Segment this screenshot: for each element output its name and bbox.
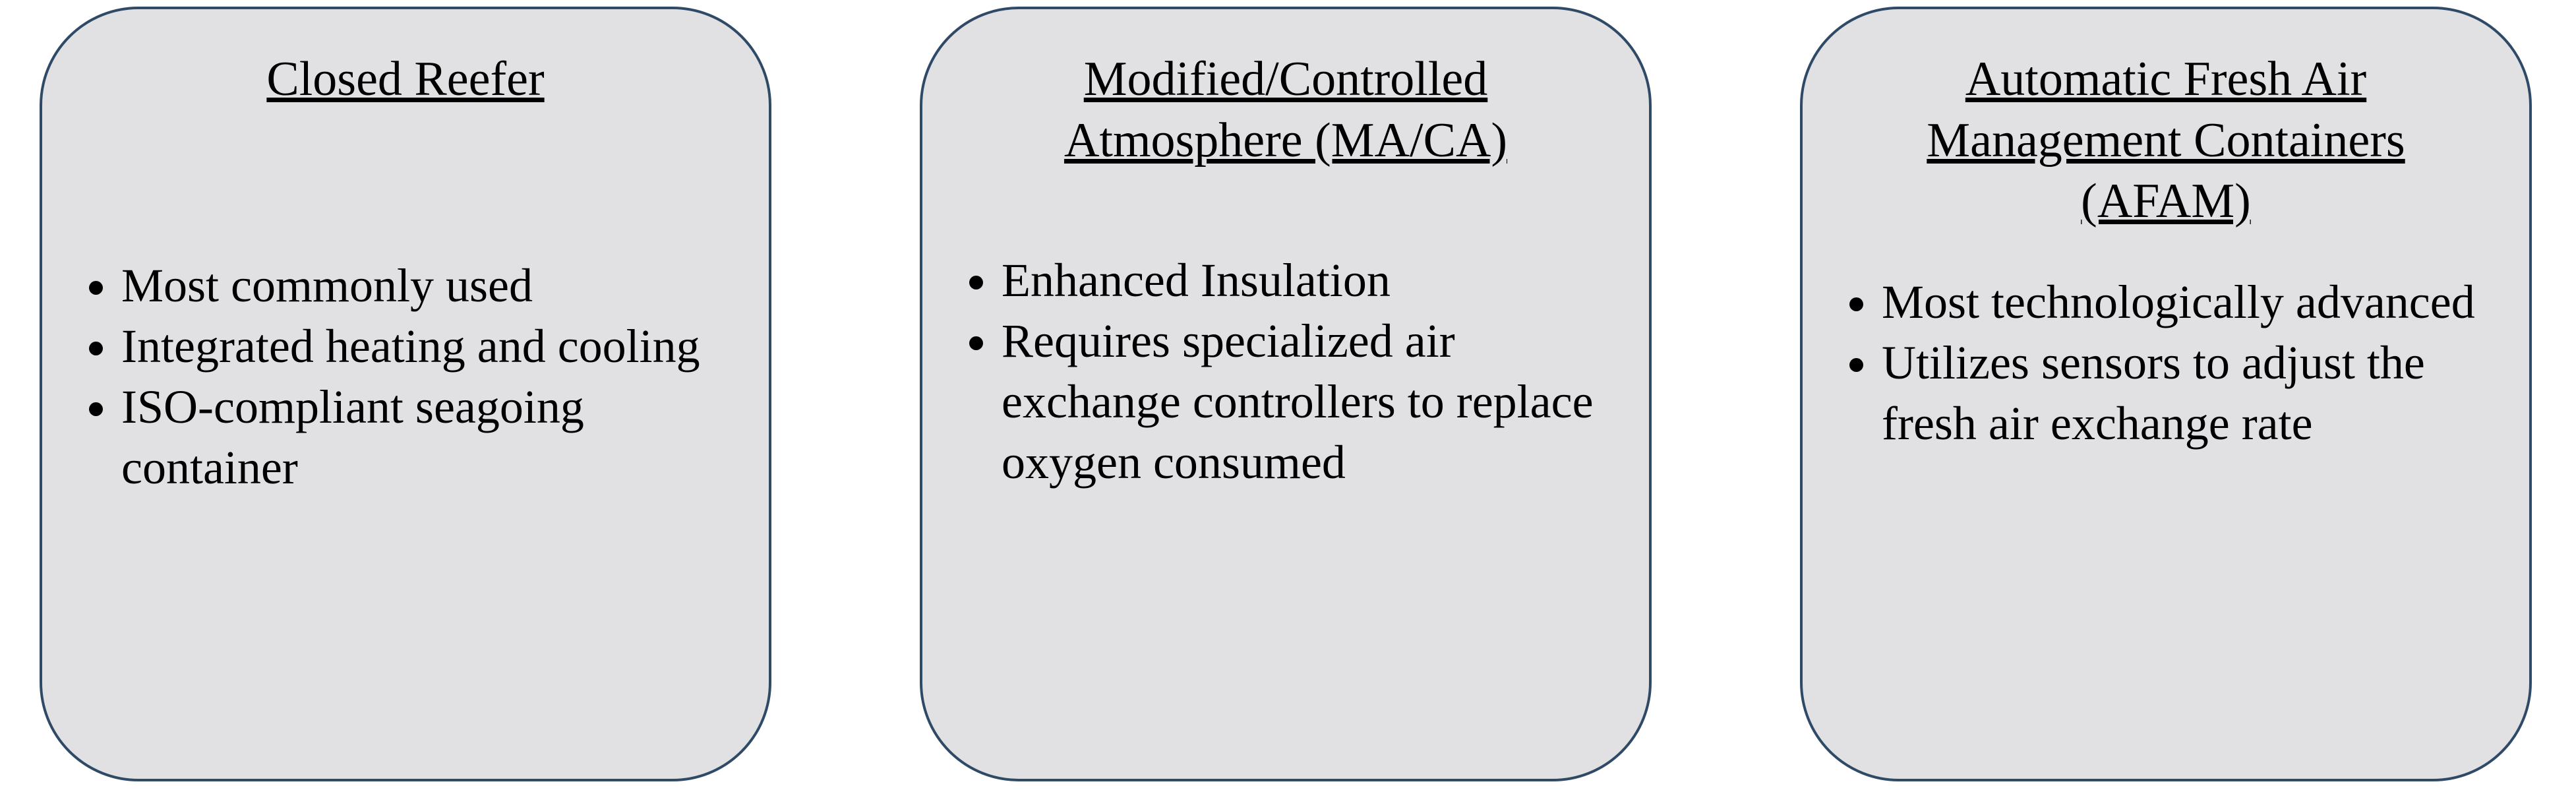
- bullet-item: Enhanced Insulation: [1002, 250, 1603, 311]
- bullet-item: Most technologically advanced: [1882, 272, 2483, 332]
- card-closed-reefer: Closed Reefer Most commonly usedIntegrate…: [40, 7, 771, 781]
- card-title: Modified/Controlled Atmosphere (MA/CA): [922, 49, 1649, 171]
- bullet-item: Requires specialized air exchange contro…: [1002, 311, 1603, 493]
- bullet-item: Most commonly used: [121, 255, 723, 316]
- card-bullet-list: Most commonly usedIntegrated heating and…: [42, 255, 769, 499]
- card-title: Closed Reefer: [42, 49, 769, 110]
- bullet-item: Integrated heating and cooling: [121, 316, 723, 377]
- card-ma-ca: Modified/Controlled Atmosphere (MA/CA) En…: [920, 7, 1652, 781]
- card-bullet-list: Enhanced InsulationRequires specialized …: [922, 250, 1649, 493]
- card-bullet-list: Most technologically advancedUtilizes se…: [1803, 272, 2529, 454]
- bullet-item: ISO-compliant seagoing container: [121, 377, 723, 498]
- diagram-stage: Closed Reefer Most commonly usedIntegrate…: [0, 0, 2576, 790]
- bullet-item: Utilizes sensors to adjust the fresh air…: [1882, 332, 2483, 454]
- card-title: Automatic Fresh Air Management Container…: [1803, 49, 2529, 232]
- card-afam: Automatic Fresh Air Management Container…: [1800, 7, 2532, 781]
